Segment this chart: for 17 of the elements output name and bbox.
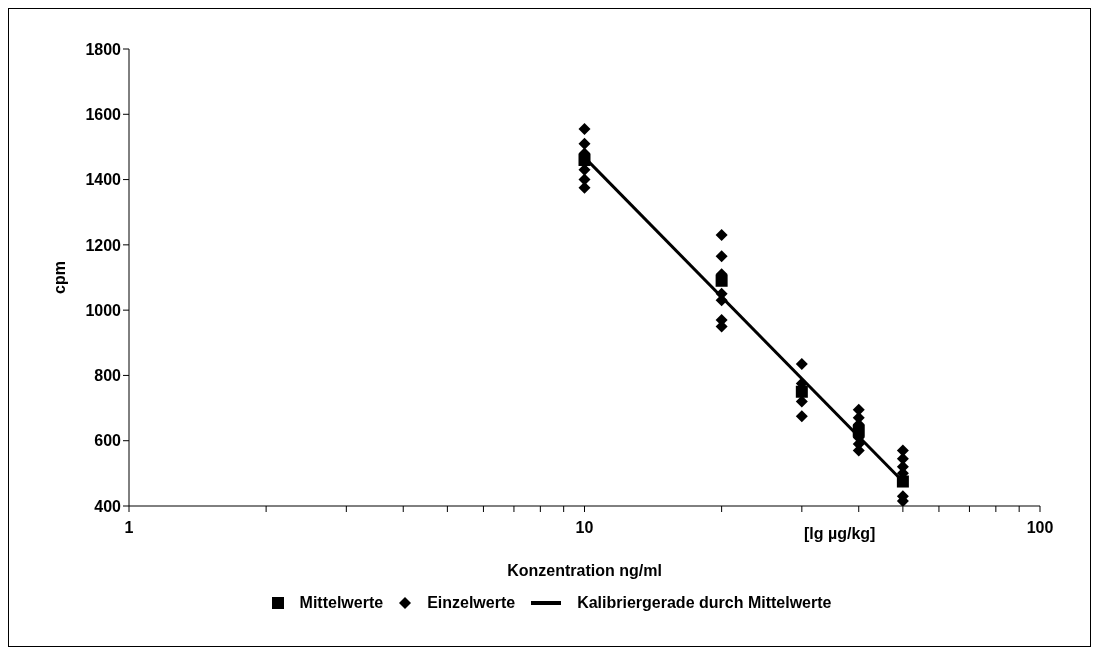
x-axis-title: Konzentration ng/ml	[507, 562, 662, 579]
y-tick-label: 1600	[85, 105, 122, 123]
x-tick-label: 1	[124, 519, 134, 537]
y-axis-title: cpm	[50, 261, 68, 294]
y-tick-label: 800	[94, 367, 122, 385]
x-tick-label: 100	[1026, 519, 1054, 537]
y-tick-label: 1400	[85, 171, 122, 189]
y-tick-label: 600	[94, 432, 122, 450]
y-tick-label: 1800	[85, 40, 122, 58]
text: [lg µg/kg]	[804, 525, 876, 543]
y-tick-label: 1200	[85, 236, 122, 254]
legend-label: Einzelwerte	[427, 594, 516, 612]
legend-label: Kalibriergerade durch Mittelwerte	[577, 594, 832, 612]
legend-label: Mittelwerte	[299, 594, 384, 612]
x-tick-label: 10	[575, 519, 594, 537]
y-tick-label: 1000	[85, 301, 122, 319]
y-tick-label: 400	[94, 497, 122, 515]
